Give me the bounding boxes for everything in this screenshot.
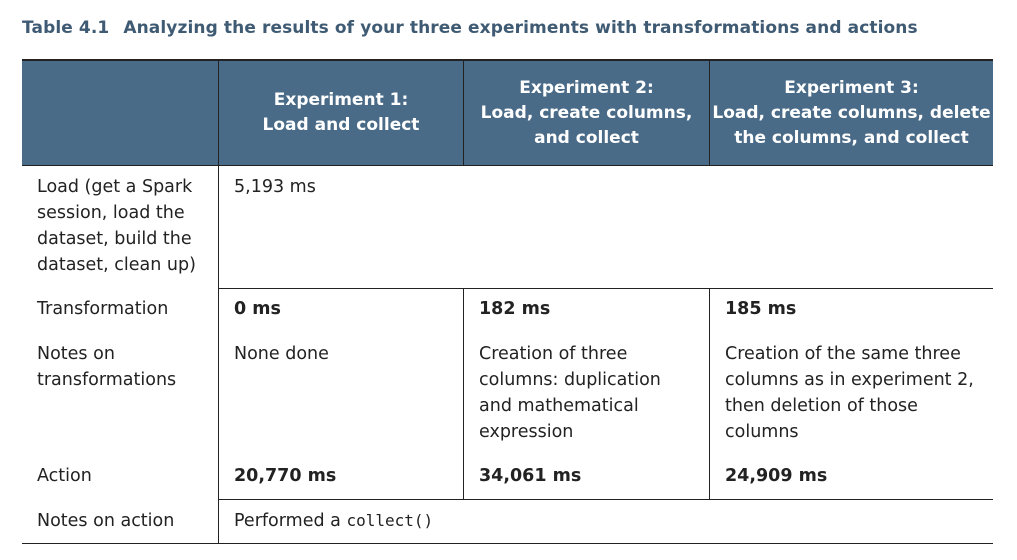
column-divider-1 [218, 61, 219, 544]
header-divider-3 [709, 61, 710, 165]
row-label-notes-action: Notes on action [37, 511, 175, 531]
notes-action-value: Performed a collect() [234, 508, 433, 534]
transformation-exp2: 182 ms [479, 299, 551, 319]
table-number: Table 4.1 [22, 18, 110, 38]
header-experiment-2: Experiment 2: Load, create columns, and … [464, 61, 709, 165]
notes-action-text: Performed a [234, 511, 341, 531]
header-cell-empty [22, 61, 218, 165]
header-experiment-1: Experiment 1: Load and collect [219, 61, 463, 165]
table-bottom-rule [22, 543, 993, 544]
table-top-rule [22, 59, 993, 61]
table-caption: Table 4.1 Analyzing the results of your t… [22, 18, 918, 38]
rule-after-load [218, 288, 993, 289]
action-exp1: 20,770 ms [234, 466, 337, 486]
notes-transformations-exp2: Creation of three columns: duplication a… [479, 344, 661, 442]
row-label-notes-transformations: Notes on transformations [37, 344, 177, 390]
notes-transformations-exp1: None done [234, 344, 329, 364]
body-divider-2 [463, 288, 464, 499]
row-label-transformation: Transformation [37, 299, 169, 319]
transformation-exp3: 185 ms [725, 299, 797, 319]
action-exp3: 24,909 ms [725, 466, 828, 486]
row-label-action: Action [37, 466, 92, 486]
action-exp2: 34,061 ms [479, 466, 582, 486]
header-bottom-rule [22, 165, 993, 166]
header-divider-2 [463, 61, 464, 165]
transformation-exp1: 0 ms [234, 299, 281, 319]
table-title: Analyzing the results of your three expe… [123, 18, 918, 38]
body-divider-3 [709, 288, 710, 499]
notes-transformations-exp3: Creation of the same three columns as in… [725, 344, 974, 442]
row-label-load: Load (get a Spark session, load the data… [37, 177, 196, 275]
notes-action-code: collect() [346, 511, 434, 530]
header-experiment-3: Experiment 3: Load, create columns, dele… [710, 61, 993, 165]
rule-after-action [218, 499, 993, 500]
load-value: 5,193 ms [234, 177, 316, 197]
